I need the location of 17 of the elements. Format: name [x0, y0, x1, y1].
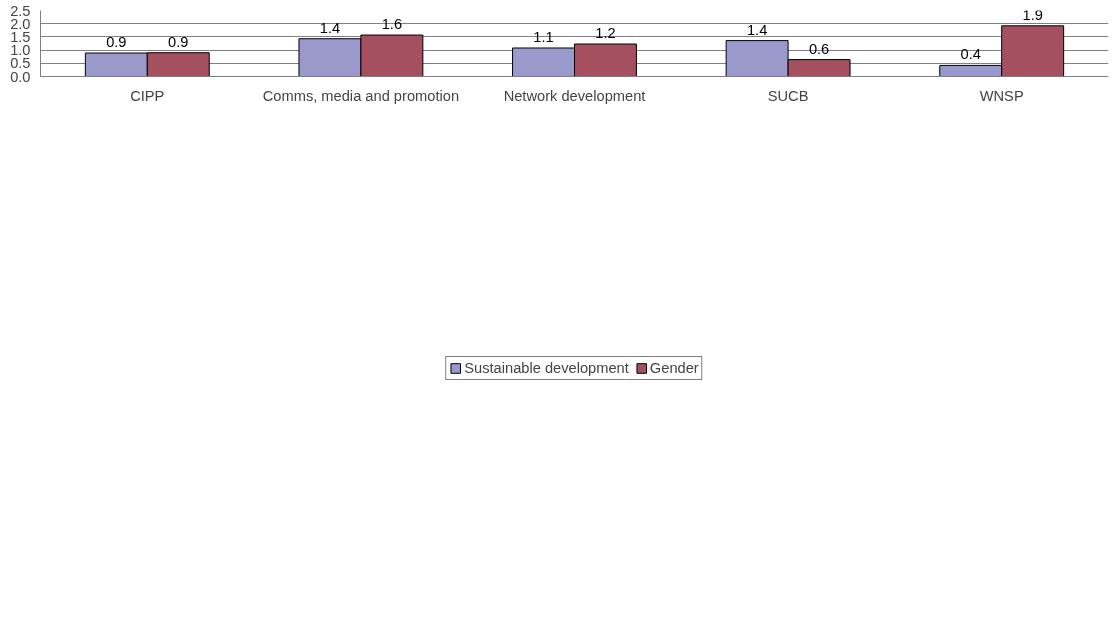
x-tick-label: Network development — [503, 87, 646, 104]
data-label: 1.1 — [533, 28, 554, 45]
x-tick-label: CIPP — [130, 87, 165, 104]
data-label: 1.2 — [595, 25, 616, 42]
data-label: 1.4 — [319, 19, 341, 36]
data-label: 0.4 — [960, 46, 981, 63]
x-tick-label: SUCB — [767, 87, 809, 104]
data-label: 0.9 — [168, 33, 189, 50]
legend-label: Sustainable development — [464, 360, 629, 376]
data-label: 0.9 — [106, 34, 127, 50]
legend-label: Gender — [649, 360, 699, 376]
data-label: 1.4 — [746, 21, 768, 38]
data-label: 0.6 — [808, 40, 830, 57]
data-label: 1.6 — [381, 16, 403, 33]
x-tick-label: Comms, media and promotion — [262, 87, 460, 104]
x-tick-label: WNSP — [979, 87, 1024, 104]
data-label: 1.9 — [1022, 6, 1043, 23]
